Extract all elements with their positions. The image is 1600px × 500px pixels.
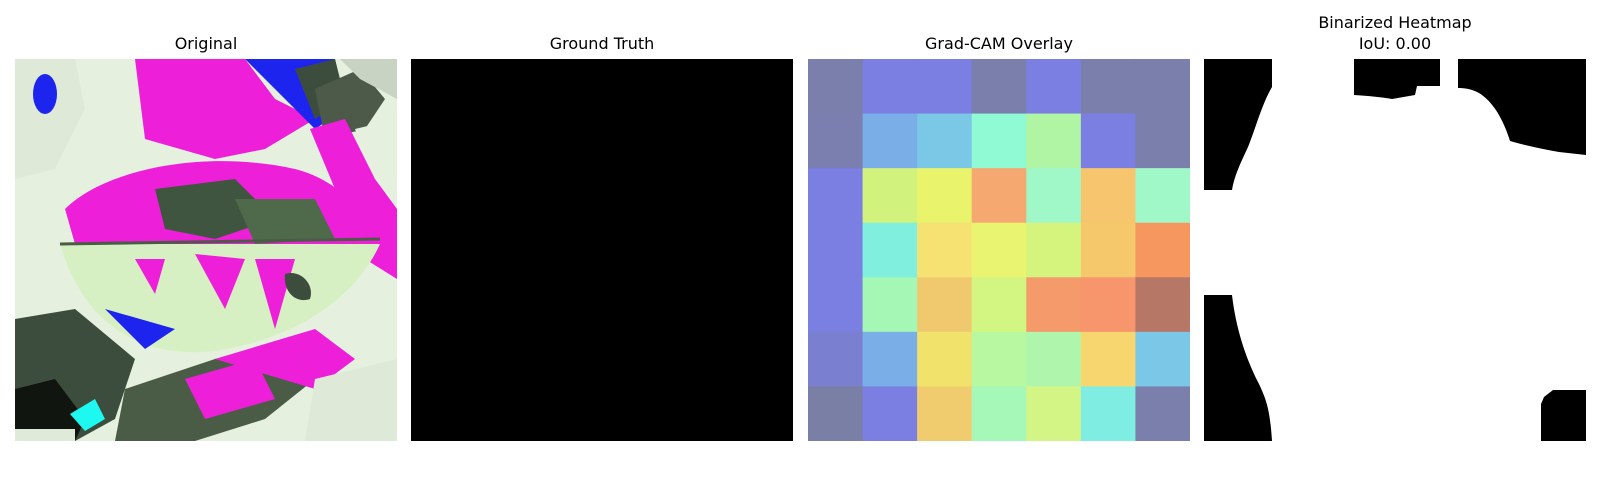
heatmap-cell-r4-c4 <box>1026 277 1082 333</box>
ground-truth-title: Ground Truth <box>549 34 655 53</box>
heatmap-cell-r1-c4 <box>1026 113 1082 169</box>
heatmap-cell-r2-c6 <box>1135 168 1190 224</box>
heatmap-cell-r2-c4 <box>1026 168 1082 224</box>
heatmap-cell-r2-c2 <box>917 168 973 224</box>
heatmap-cell-r0-c0 <box>808 59 864 115</box>
heatmap-cell-r5-c5 <box>1080 331 1137 388</box>
heatmap-cell-r3-c5 <box>1080 222 1137 278</box>
heatmap-cell-r5-c4 <box>1026 331 1082 388</box>
heatmap-cell-r1-c2 <box>917 113 973 169</box>
heatmap-cell-r2-c1 <box>862 168 918 224</box>
heatmap-cell-r3-c1 <box>862 222 918 278</box>
heatmap-cell-r6-c4 <box>1026 386 1082 441</box>
ground-truth-panel <box>411 59 793 441</box>
heatmap-cell-r6-c2 <box>917 386 973 441</box>
heatmap-cell-r1-c5 <box>1080 113 1137 169</box>
heatmap-cell-r6-c6 <box>1135 386 1190 441</box>
heatmap-cell-r4-c3 <box>971 277 1027 333</box>
heatmap-cell-r3-c3 <box>971 222 1027 278</box>
original-title: Original <box>174 34 238 53</box>
heatmap-cell-r1-c1 <box>862 113 918 169</box>
heatmap-cell-r3-c2 <box>917 222 973 278</box>
heatmap-cell-r0-c5 <box>1080 59 1137 115</box>
binarized-heatmap-panel <box>1204 59 1586 441</box>
heatmap-cell-r6-c3 <box>971 386 1027 441</box>
heatmap-cell-r3-c6 <box>1135 222 1190 278</box>
original-leaf-image <box>15 59 397 441</box>
binarized-background-bottom-right <box>1541 390 1586 441</box>
heatmap-cell-r5-c2 <box>917 331 973 388</box>
heatmap-cell-r3-c0 <box>808 222 864 278</box>
heatmap-cell-r6-c0 <box>808 386 864 441</box>
heatmap-cell-r4-c5 <box>1080 277 1137 333</box>
binarized-background-top-center-left <box>1354 59 1440 99</box>
heatmap-cell-r6-c1 <box>862 386 918 441</box>
heatmap-cell-r5-c6 <box>1135 331 1190 388</box>
heatmap-cell-r0-c1 <box>862 59 918 115</box>
binarized-background-bottom-left <box>1204 295 1272 441</box>
heatmap-cell-r4-c1 <box>862 277 918 333</box>
binarized-heatmap-title: Binarized Heatmap <box>1318 13 1472 32</box>
heatmap-cell-r5-c1 <box>862 331 918 388</box>
heatmap-cell-r6-c5 <box>1080 386 1137 441</box>
binarized-background-top-left <box>1204 59 1272 190</box>
heatmap-cell-r1-c3 <box>971 113 1027 169</box>
heatmap-cell-r2-c5 <box>1080 168 1137 224</box>
heatmap-cell-r5-c0 <box>808 331 864 388</box>
heatmap-cell-r4-c2 <box>917 277 973 333</box>
heatmap-cell-r2-c3 <box>971 168 1027 224</box>
heatmap-cell-r2-c0 <box>808 168 864 224</box>
heatmap-cell-r5-c3 <box>971 331 1027 388</box>
heatmap-cell-r0-c4 <box>1026 59 1082 115</box>
iou-subtitle: IoU: 0.00 <box>1358 34 1432 53</box>
heatmap-cell-r0-c2 <box>917 59 973 115</box>
heatmap-cell-r4-c0 <box>808 277 864 333</box>
binarized-background-top-right <box>1458 59 1586 155</box>
ground-truth-mask <box>411 59 793 441</box>
heatmap-cell-r3-c4 <box>1026 222 1082 278</box>
original-image-panel <box>15 59 397 441</box>
heatmap-cell-r0-c6 <box>1135 59 1190 115</box>
gradcam-heatmap <box>808 59 1190 441</box>
gradcam-overlay-title: Grad-CAM Overlay <box>925 34 1073 53</box>
binarized-mask <box>1204 59 1586 441</box>
heatmap-cell-r1-c6 <box>1135 113 1190 169</box>
heatmap-cell-r4-c6 <box>1135 277 1190 333</box>
gradcam-overlay-panel <box>808 59 1190 441</box>
ground-truth-fill <box>411 59 793 441</box>
heatmap-cell-r0-c3 <box>971 59 1027 115</box>
heatmap-cell-r1-c0 <box>808 113 864 169</box>
